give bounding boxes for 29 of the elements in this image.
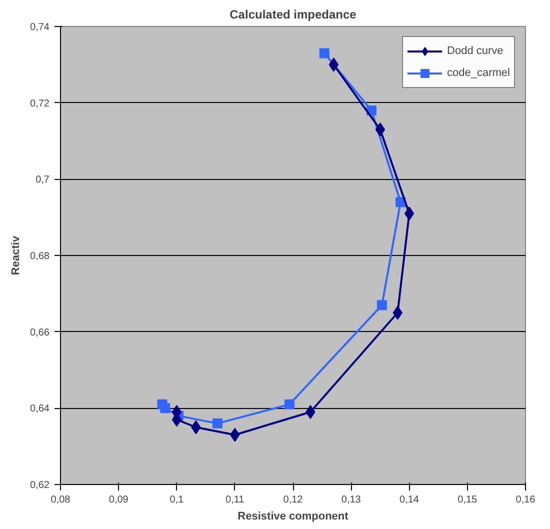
- x-tick-label: 0,11: [226, 494, 245, 506]
- x-tick-label: 0,1: [170, 494, 184, 506]
- chart-title: Calculated impedance: [230, 8, 357, 22]
- x-tick-label: 0,15: [458, 494, 478, 506]
- y-tick-label: 0,74: [30, 22, 50, 33]
- y-tick-label: 0,7: [36, 174, 50, 186]
- y-tick-label: 0,68: [30, 251, 50, 262]
- y-tick-label: 0,64: [30, 404, 50, 415]
- y-tick-label: 0,62: [30, 480, 50, 491]
- point: [404, 206, 414, 221]
- y-tick-label: 0,66: [30, 327, 50, 338]
- x-tick-label: 0,12: [283, 494, 304, 506]
- y-axis-title: Reactiv: [10, 235, 22, 276]
- legend-label: Dodd curve: [447, 45, 504, 57]
- x-axis-title: Resistive component: [238, 510, 349, 522]
- point: [284, 399, 295, 410]
- point: [319, 48, 330, 58]
- point: [212, 418, 222, 428]
- point: [328, 58, 339, 72]
- x-tick-label: 0,08: [50, 494, 71, 506]
- x-tick-label: 0,14: [400, 494, 420, 506]
- x-tick-label: 0,09: [108, 494, 129, 506]
- point: [376, 300, 387, 310]
- point: [375, 122, 386, 137]
- point: [157, 399, 168, 410]
- x-tick-label: 0,16: [516, 494, 536, 506]
- y-tick-label: 0,72: [30, 98, 50, 110]
- x-tick-label: 0,13: [341, 494, 362, 506]
- legend-label: code_carmel: [447, 67, 510, 79]
